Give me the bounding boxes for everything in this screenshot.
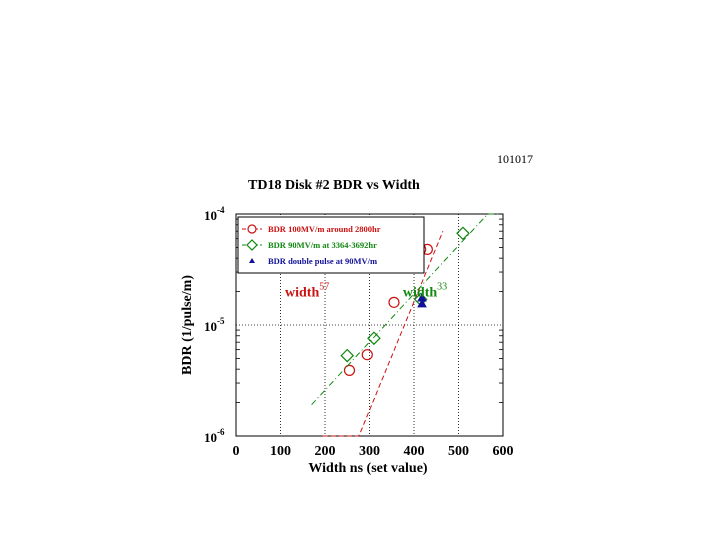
legend-label: BDR double pulse at 90MV/m <box>268 256 377 266</box>
x-tick-label: 300 <box>359 444 380 459</box>
legend-label: BDR 100MV/m around 2800hr <box>268 224 381 234</box>
y-tick-label: 10-4 <box>204 205 225 223</box>
legend-marker <box>249 258 255 263</box>
data-point <box>456 226 470 241</box>
date-label: 101017 <box>497 152 533 166</box>
data-point <box>388 296 400 308</box>
chart-title: TD18 Disk #2 BDR vs Width <box>248 178 420 193</box>
x-tick-label: 200 <box>315 444 336 459</box>
fit-line <box>322 231 444 437</box>
x-tick-label: 0 <box>233 444 240 459</box>
legend-marker <box>247 224 257 234</box>
y-tick-label: 10-5 <box>204 316 225 334</box>
data-point <box>417 298 427 308</box>
x-axis-label: Width ns (set value) <box>308 461 427 476</box>
x-tick-label: 100 <box>270 444 291 459</box>
legend-box <box>237 216 425 274</box>
fit-annotation: width57 <box>285 281 329 300</box>
legend-marker <box>246 239 258 251</box>
y-tick-label: 10-6 <box>204 427 225 445</box>
fit-annotation: width33 <box>403 281 447 300</box>
x-tick-label: 400 <box>404 444 425 459</box>
plot-area: 0 100 200 300 400 500 600 10-6 10-5 10-4 BDR 100MV… <box>204 205 514 459</box>
legend-label: BDR 90MV/m at 3364-3692hr <box>268 240 377 250</box>
data-point <box>367 331 381 346</box>
x-tick-label: 500 <box>448 444 469 459</box>
data-point <box>417 293 427 302</box>
x-tick-label: 600 <box>493 444 514 459</box>
data-point <box>361 349 373 361</box>
data-point <box>340 348 355 363</box>
y-axis-label: BDR (1/pulse/m) <box>180 275 195 375</box>
data-point <box>343 364 356 376</box>
